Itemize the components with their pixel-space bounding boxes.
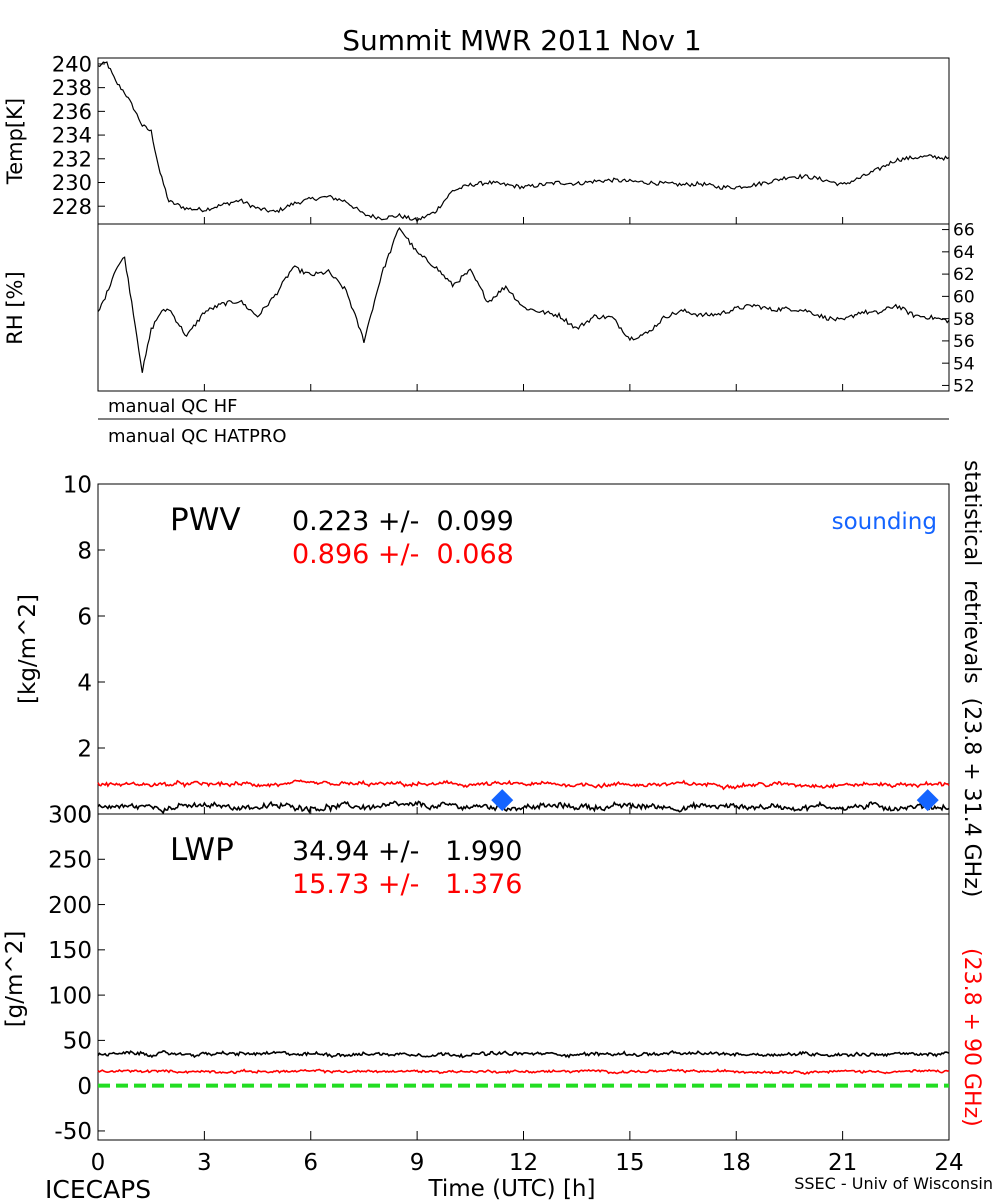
- rh-ytick-label: 64: [953, 243, 975, 263]
- xtick-label: 18: [722, 1150, 751, 1176]
- rh-ytick-label: 58: [953, 310, 975, 330]
- footer-icecaps: ICECAPS: [45, 1175, 151, 1200]
- lwp-ytick-label: 200: [48, 893, 92, 919]
- pwv-ytick-label: 2: [77, 736, 92, 762]
- xtick-label: 24: [934, 1150, 963, 1176]
- lwp-stat-black: 34.94 +/- 1.990: [292, 836, 522, 867]
- lwp-black-series-line: [97, 1049, 950, 1059]
- lwp-ytick-label: 100: [48, 983, 92, 1009]
- rh-ytick-label: 62: [953, 265, 975, 285]
- rh-y-label: RH [%]: [3, 271, 27, 344]
- xtick-label: 15: [615, 1150, 644, 1176]
- x-axis-ticks: 0 3 6 9 12 15 18 21 24: [91, 217, 964, 1176]
- rh-ytick-label: 54: [953, 354, 975, 374]
- sounding-marker: [491, 789, 514, 812]
- pwv-stat-red: 0.896 +/- 0.068: [292, 539, 514, 570]
- lwp-panel-label: LWP: [170, 832, 234, 868]
- temperature-plot-frame: [97, 57, 950, 225]
- lwp-stat-red: 15.73 +/- 1.376: [292, 869, 522, 900]
- temperature-ytick-label: 234: [52, 124, 92, 148]
- lwp-y-ticks: 300 250 200 150 100 50 0 -50: [48, 802, 105, 1145]
- pwv-stat-black: 0.223 +/- 0.099: [292, 506, 514, 537]
- temperature-ytick-label: 238: [52, 76, 92, 100]
- right-vertical-labels: statistical retrievals (23.8 + 31.4 GHz)…: [959, 460, 984, 1127]
- temperature-line: [97, 61, 950, 223]
- pwv-ytick-label: 4: [77, 670, 92, 696]
- xtick-label: 12: [509, 1150, 538, 1176]
- lwp-red-series-line: [97, 1068, 950, 1075]
- xtick-label: 6: [303, 1150, 318, 1176]
- temperature-ytick-label: 228: [52, 195, 92, 219]
- lwp-ytick-label: -50: [54, 1119, 92, 1145]
- qc-hf-label: manual QC HF: [108, 396, 237, 417]
- lwp-ytick-label: 250: [48, 848, 92, 874]
- figure-title: Summit MWR 2011 Nov 1: [342, 24, 701, 57]
- temperature-ytick-label: 236: [52, 100, 92, 124]
- pwv-ytick-label: 8: [77, 538, 92, 564]
- temperature-ytick-label: 240: [52, 52, 92, 76]
- rh-ytick-label: 56: [953, 332, 975, 352]
- lwp-ytick-label: 300: [48, 802, 92, 828]
- pwv-y-ticks: 10 8 6 4 2 0: [63, 472, 105, 828]
- temperature-ytick-label: 232: [52, 147, 92, 171]
- xtick-label: 3: [197, 1150, 212, 1176]
- lwp-y-label: [g/m^2]: [2, 931, 28, 1028]
- lwp-ytick-label: 150: [48, 938, 92, 964]
- qc-rows: manual QC HF manual QC HATPRO: [98, 396, 949, 447]
- pwv-ytick-label: 6: [77, 604, 92, 630]
- pwv-y-label: [kg/m^2]: [15, 594, 41, 704]
- pwv-ytick-label: 0: [77, 802, 92, 828]
- lwp-ytick-label: 0: [77, 1074, 92, 1100]
- rh-ytick-label: 66: [953, 221, 975, 241]
- temperature-y-label: Temp[K]: [3, 98, 27, 185]
- pwv-panel: 10 8 6 4 2 0 [kg/m^2] PWV 0.223 +/- 0.099 0.8…: [15, 472, 950, 828]
- pwv-red-series-line: [97, 779, 950, 791]
- sounding-markers: [491, 789, 939, 812]
- xtick-label: 9: [410, 1150, 425, 1176]
- pwv-ytick-label: 10: [63, 472, 92, 498]
- sounding-legend: sounding: [832, 509, 937, 535]
- right-label-statistical: statistical retrievals (23.8 + 31.4 GHz): [959, 460, 984, 897]
- lwp-ytick-label: 50: [63, 1029, 92, 1055]
- rh-ytick-label: 52: [953, 377, 975, 397]
- pwv-panel-label: PWV: [170, 502, 241, 538]
- rh-plot-frame: [97, 223, 950, 392]
- sounding-marker: [916, 789, 939, 812]
- xtick-label: 0: [91, 1150, 106, 1176]
- rh-ytick-label: 60: [953, 287, 975, 307]
- x-axis-label: Time (UTC) [h]: [428, 1176, 596, 1200]
- temperature-ytick-label: 230: [52, 171, 92, 195]
- xtick-label: 21: [828, 1150, 857, 1176]
- right-label-90ghz: (23.8 + 90 GHz): [959, 948, 984, 1127]
- rh-line: [97, 227, 950, 373]
- qc-hatpro-label: manual QC HATPRO: [108, 426, 287, 447]
- footer-ssec: SSEC - Univ of Wisconsin: [794, 1174, 993, 1193]
